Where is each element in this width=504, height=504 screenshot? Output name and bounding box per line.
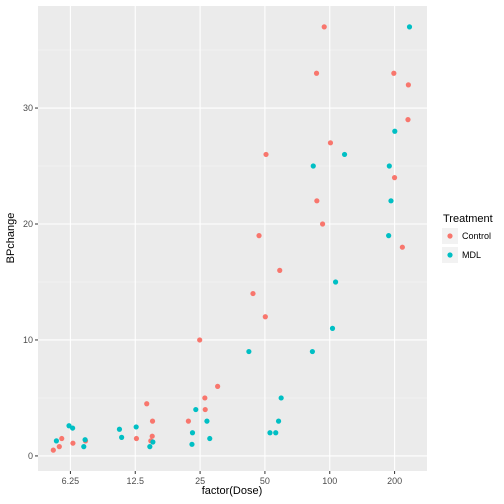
data-point-control [263,151,269,158]
y-tick-label: 30 [23,103,33,113]
data-point-mdl [386,163,392,169]
x-axis-title: factor(Dose) [202,485,263,497]
data-point-control [313,70,320,76]
data-point-mdl [329,325,336,331]
data-point-control [277,267,283,273]
data-point-mdl [189,430,196,436]
data-point-control [133,435,140,442]
data-point-mdl [341,151,348,158]
legend-title: Treatment [443,213,493,225]
x-tick-label: 6.25 [62,476,80,486]
x-tick-label: 25 [195,476,205,486]
data-point-control [405,82,411,88]
data-point-control [149,433,155,439]
legend-label-control: Control [462,231,491,241]
data-point-mdl [189,441,195,447]
data-point-control [50,447,56,453]
data-point-mdl [82,437,88,443]
data-point-mdl [386,233,392,239]
data-point-mdl [147,444,153,450]
data-point-mdl [119,434,125,440]
data-points [50,24,413,453]
legend: Treatment Control MDL [442,213,493,263]
data-point-control [56,444,62,450]
data-point-control [319,221,326,227]
x-tick-label: 50 [260,476,270,486]
y-tick-label: 10 [23,335,33,345]
data-point-mdl [116,426,123,432]
data-point-mdl [81,444,87,450]
data-point-mdl [70,425,76,431]
data-point-mdl [332,279,339,285]
data-point-control [250,290,256,297]
data-point-control [202,406,208,413]
data-point-mdl [310,163,316,169]
data-point-mdl [150,439,156,445]
x-tick-label: 100 [322,476,337,486]
data-point-control [215,383,221,389]
data-point-control [405,117,411,123]
data-point-mdl [275,418,282,424]
data-point-control [70,440,76,446]
data-point-mdl [193,406,199,413]
legend-label-mdl: MDL [462,250,481,260]
minor-gridlines [38,49,427,399]
x-tick-label: 200 [387,476,402,486]
y-tick-label: 20 [23,219,33,229]
y-axis: 0 10 20 30 [23,103,38,461]
data-point-mdl [207,435,213,442]
data-point-control [391,175,398,181]
data-point-control [314,198,320,204]
legend-key-mdl [447,252,453,258]
data-point-control [202,395,208,401]
major-gridlines [38,6,427,471]
data-point-mdl [278,395,284,401]
data-point-control [256,233,262,239]
data-point-control [391,70,397,76]
data-point-mdl [309,348,315,355]
y-axis-title: BPchange [5,213,17,264]
legend-key-control [447,233,453,239]
data-point-mdl [273,430,279,436]
data-point-control [149,418,156,424]
data-point-mdl [53,438,60,444]
data-point-control [399,244,405,250]
data-point-control [197,337,203,343]
data-point-mdl [133,424,139,430]
data-point-control [262,314,268,320]
data-point-mdl [267,430,273,436]
x-tick-label: 12.5 [126,476,144,486]
x-axis: 6.25 12.5 25 50 100 200 [62,471,402,486]
data-point-mdl [406,24,413,30]
data-point-control [321,24,327,30]
data-point-control [327,140,334,146]
y-tick-label: 0 [28,451,33,461]
data-point-mdl [246,348,252,355]
data-point-control [185,418,192,424]
data-point-control [144,401,150,407]
data-point-mdl [388,198,394,204]
data-point-mdl [392,128,398,134]
panel-background [38,6,427,471]
data-point-control [59,435,65,442]
data-point-mdl [204,418,210,424]
legend-items: Control MDL [442,228,491,263]
